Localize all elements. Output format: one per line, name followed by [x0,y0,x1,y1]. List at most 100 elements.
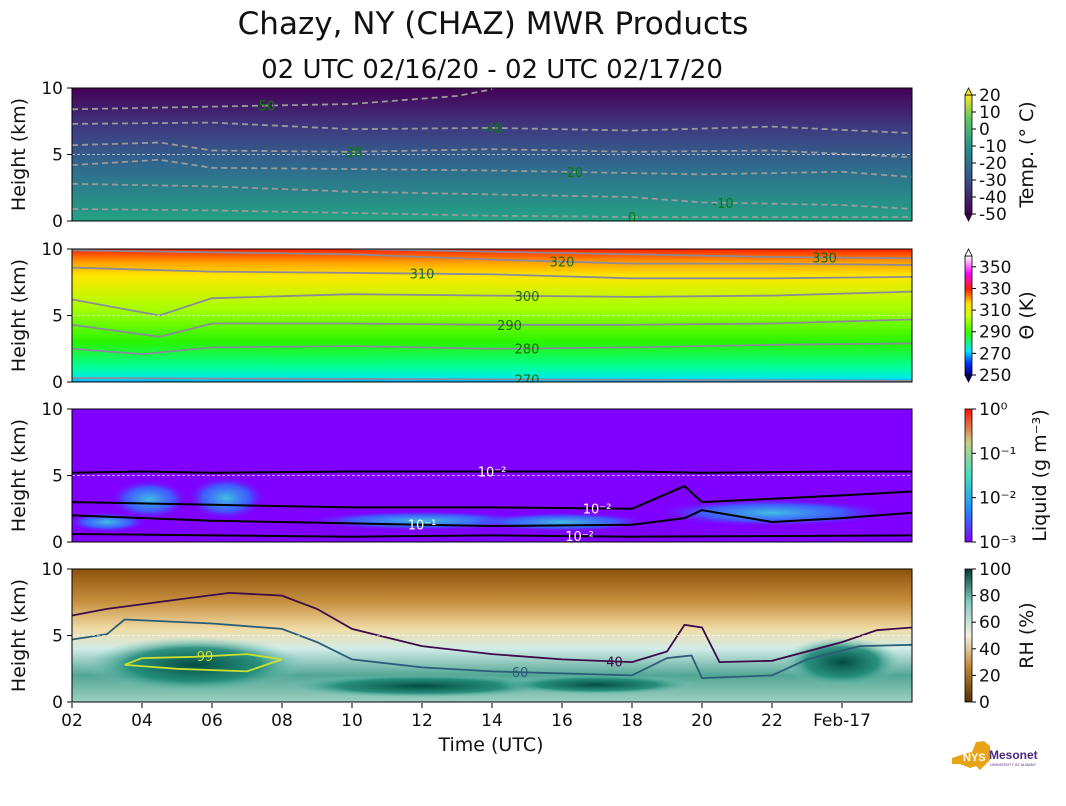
panel-potential-temperature: 270 280 290 300 310 320 330 [72,249,912,388]
colorbar-potential-temperature [964,255,973,376]
colorbar-label: RH (%) [1016,602,1038,668]
figure-title: Chazy, NY (CHAZ) MWR Products [237,6,749,42]
contour-line--40 [72,121,912,135]
liquid-blob [186,476,266,521]
y-tick-label: 5 [52,146,63,166]
colorbar-tick-label: 270 [979,344,1011,364]
contour-label: -40 [481,122,502,137]
svg-text:UNIVERSITY AT ALBANY: UNIVERSITY AT ALBANY [990,762,1037,767]
contour-label: -20 [562,166,583,181]
x-tick-label: 14 [481,711,503,731]
contour-label: 330 [812,251,837,266]
colorbar-tick-label: -10 [979,137,1007,157]
contour-line-310 [72,266,912,280]
svg-text:Mesonet: Mesonet [989,748,1038,762]
contour-line-60 [72,618,912,680]
x-tick-label: 16 [551,711,573,731]
contour-line-280 [72,342,912,356]
y-tick-label: 10 [41,400,63,420]
contour-line-270 [72,377,912,382]
contour-line--30 [72,141,912,159]
contour-label: 310 [410,268,435,283]
y-tick-label: 5 [52,307,63,327]
contour-label: 40 [606,655,623,670]
colorbar-tick-label: -40 [979,188,1007,208]
colorbar-tick-label: -30 [979,171,1007,191]
contour-label: 320 [550,256,575,271]
contour-label: 300 [515,290,540,305]
contour-line-99 [124,653,283,673]
x-tick-label: 08 [271,711,293,731]
contour-line-10⁻² [72,484,912,510]
contour-line--20 [72,158,912,178]
contour-line-10⁻¹ [72,509,912,528]
y-tick-label: 0 [52,212,63,232]
panel-liquid-water: 10⁻² 10⁻¹ 10⁻² 10⁻² [72,409,912,542]
x-tick-label: 22 [761,711,783,731]
y-tick-label: 10 [41,240,63,260]
contour-line-330 [351,249,912,260]
colorbar-label: Liquid (g m⁻³) [1029,409,1051,541]
colorbar-label: Temp. (° C) [1016,101,1038,208]
contour-label: 10⁻² [478,466,507,481]
colorbar-tick-label: 20 [979,666,1001,686]
contour-label: 0 [628,211,636,226]
liquid-blob [472,512,652,533]
contour-line-300 [72,290,912,317]
contour-label: 10⁻¹ [408,519,437,534]
contour-label: 270 [515,373,540,388]
x-tick-label: 10 [341,711,363,731]
y-axis-label: Height (km) [8,579,30,692]
y-tick-label: 10 [41,79,63,99]
y-tick-label: 5 [52,467,63,487]
figure-subtitle: 02 UTC 02/16/20 - 02 UTC 02/17/20 [261,55,723,85]
y-tick-label: 10 [41,560,63,580]
colorbar-tick-label: 10 [979,103,1001,123]
contour-line-290 [72,318,912,338]
contour-label: 290 [497,319,522,334]
rh-moist-region [497,674,697,695]
colorbar-tick-label: 0 [979,693,990,713]
x-tick-label: 04 [131,711,153,731]
colorbar-tick-label: 80 [979,587,1001,607]
contour-label: 99 [197,650,214,665]
colorbar-tick-label: 350 [979,258,1011,278]
contour-label: -10 [712,197,733,212]
colorbar-extend-max [964,87,973,96]
x-tick-label: 02 [61,711,83,731]
contour-line-10⁻² [72,470,912,474]
y-tick-label: 0 [52,373,63,393]
y-tick-label: 0 [52,533,63,553]
contour-label: 280 [515,342,540,357]
y-axis-label: Height (km) [8,98,30,211]
colorbar-tick-label: 330 [979,279,1011,299]
y-tick-label: 0 [52,693,63,713]
colorbar-tick-label: 60 [979,613,1001,633]
rh-moist-region [282,674,562,699]
colorbar-tick-label: -20 [979,154,1007,174]
x-tick-label: 12 [411,711,433,731]
contour-line-0 [72,208,912,218]
contour-line--10 [72,182,912,210]
x-tick-label: Feb-17 [813,711,871,731]
nys-mesonet-logo: NYS Mesonet UNIVERSITY AT ALBANY [950,740,1060,774]
colorbar-tick-label: 10⁻³ [979,533,1016,553]
colorbar-tick-label: 10⁰ [979,400,1008,420]
colorbar-tick-label: 20 [979,86,1001,106]
colorbar-tick-label: 100 [979,560,1011,580]
colorbar-tick-label: 290 [979,323,1011,343]
colorbar-extend-max [964,248,973,257]
x-axis-label: Time (UTC) [437,734,543,756]
contour-line-320 [72,249,912,266]
contour-label: 10⁻² [583,502,612,517]
colorbar-tick-label: 40 [979,640,1001,660]
contour-label: -50 [254,100,275,115]
colorbar-tick-label: -50 [979,205,1007,225]
y-axis-label: Height (km) [8,259,30,372]
liquid-blob [652,498,892,527]
rh-moist-region [84,636,305,693]
colorbar-extend-min [964,374,973,383]
colorbar-label: Θ (K) [1016,291,1038,339]
